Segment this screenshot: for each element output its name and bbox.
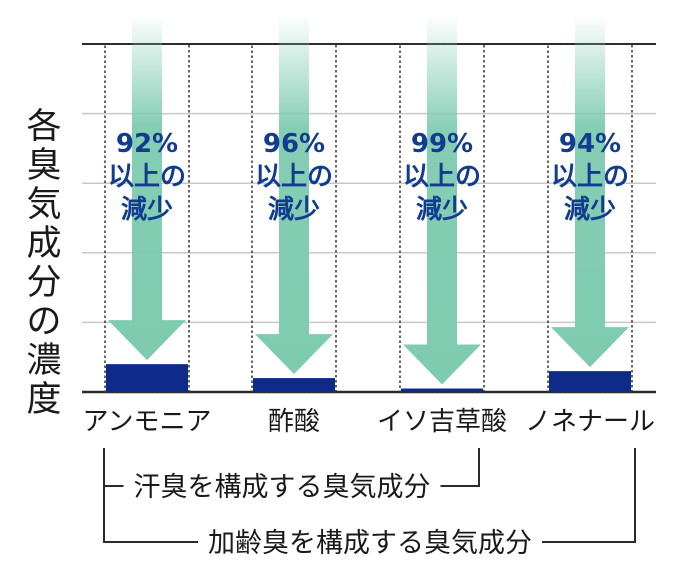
reduction-line1: 以上の [108, 162, 186, 192]
reduction-line1: 以上の [403, 162, 481, 192]
bar-3 [401, 389, 483, 392]
reduction-line2: 減少 [121, 195, 173, 225]
category-label: アンモニア [83, 407, 212, 437]
reduction-line2: 減少 [416, 195, 468, 225]
reduction-percent: 92% [116, 129, 178, 159]
reduction-percent: 96% [263, 129, 325, 159]
group-bracket-right [542, 448, 635, 542]
reduction-percent: 99% [411, 129, 473, 159]
group-bracket-right [441, 448, 480, 486]
reduction-percent: 94% [559, 129, 621, 159]
bar-1 [106, 364, 188, 392]
category-label: ノネナール [525, 407, 655, 437]
reduction-line1: 以上の [255, 162, 333, 192]
reduction-line1: 以上の [551, 162, 629, 192]
group-label: 汗臭を構成する臭気成分 [134, 472, 431, 503]
reduction-line2: 減少 [268, 195, 320, 225]
reduction-line2: 減少 [564, 195, 616, 225]
bar-2 [253, 378, 335, 392]
group-label: 加齢臭を構成する臭気成分 [208, 528, 532, 559]
category-label: イソ吉草酸 [377, 407, 507, 437]
bar-4 [549, 371, 631, 392]
group-bracket-left [104, 448, 124, 486]
category-label: 酢酸 [268, 407, 320, 437]
